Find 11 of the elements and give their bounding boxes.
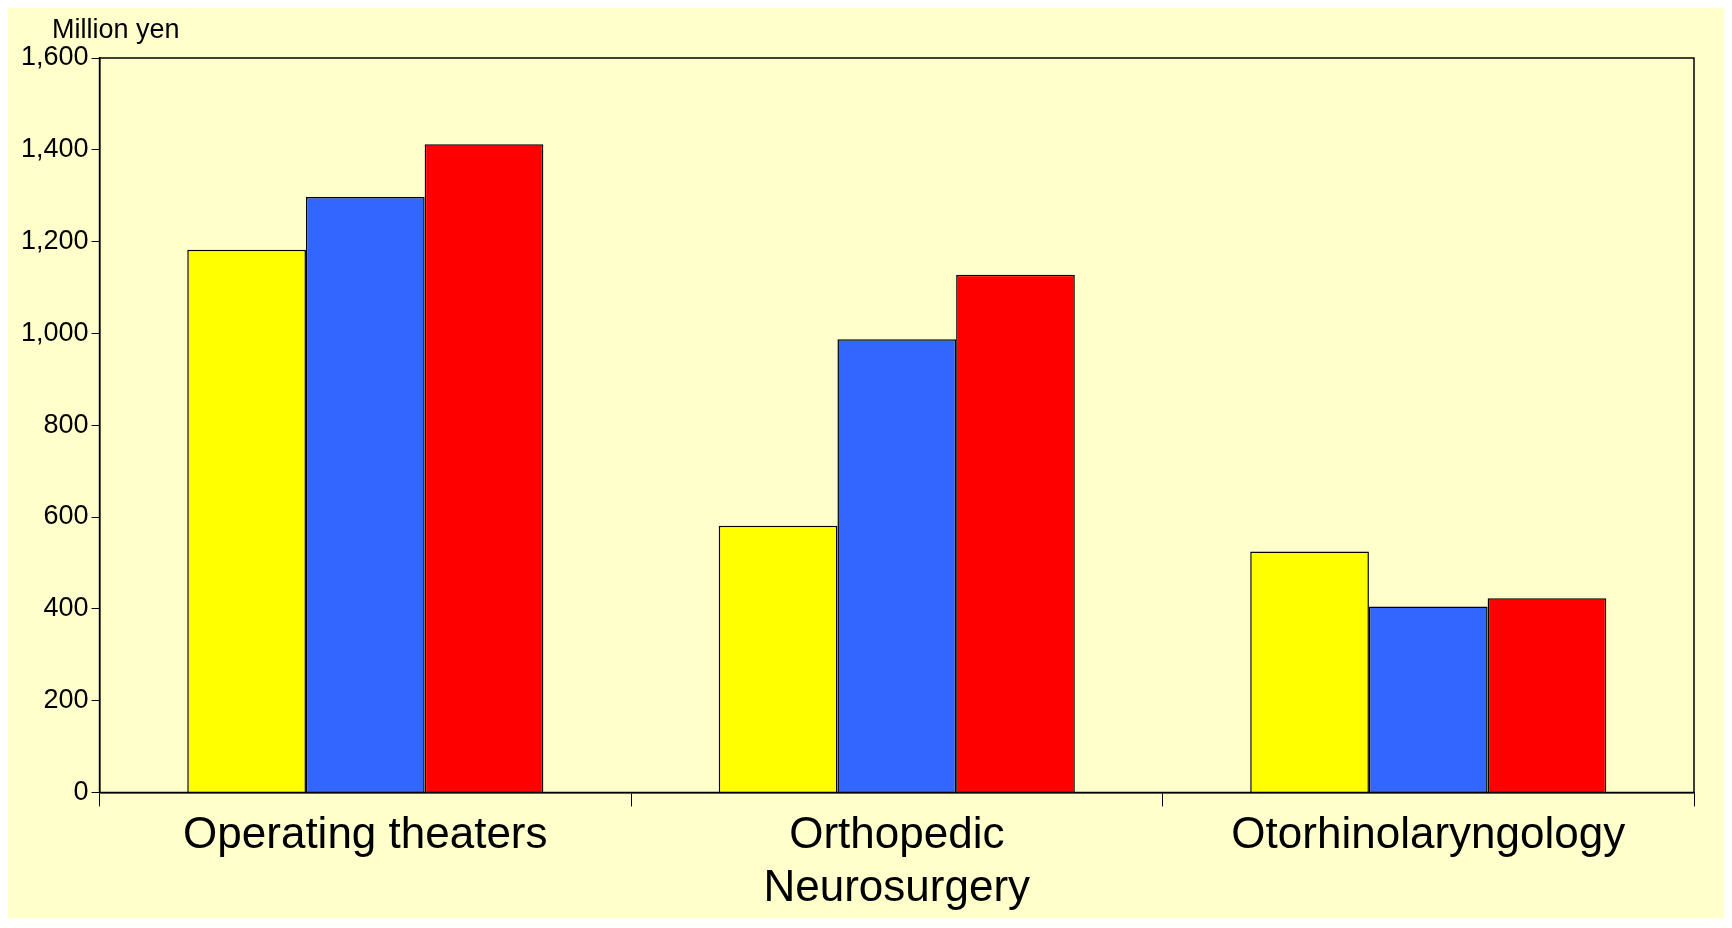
y-tick-label: 1,400	[20, 133, 89, 164]
x-tick-label: Orthopedic Neurosurgery	[763, 807, 1031, 910]
y-tick-label: 1,200	[20, 225, 89, 256]
y-tick-label: 800	[43, 408, 89, 439]
y-tick-label: 1,000	[20, 316, 89, 347]
y-tick-label: 200	[43, 684, 89, 715]
y-tick-label: 600	[43, 500, 89, 531]
y-tick-label: 400	[43, 592, 89, 623]
x-tick-label: Otorhinolaryngology	[1231, 807, 1626, 857]
y-tick-label: 0	[73, 775, 89, 806]
x-tick-label: Operating theaters	[183, 807, 548, 857]
